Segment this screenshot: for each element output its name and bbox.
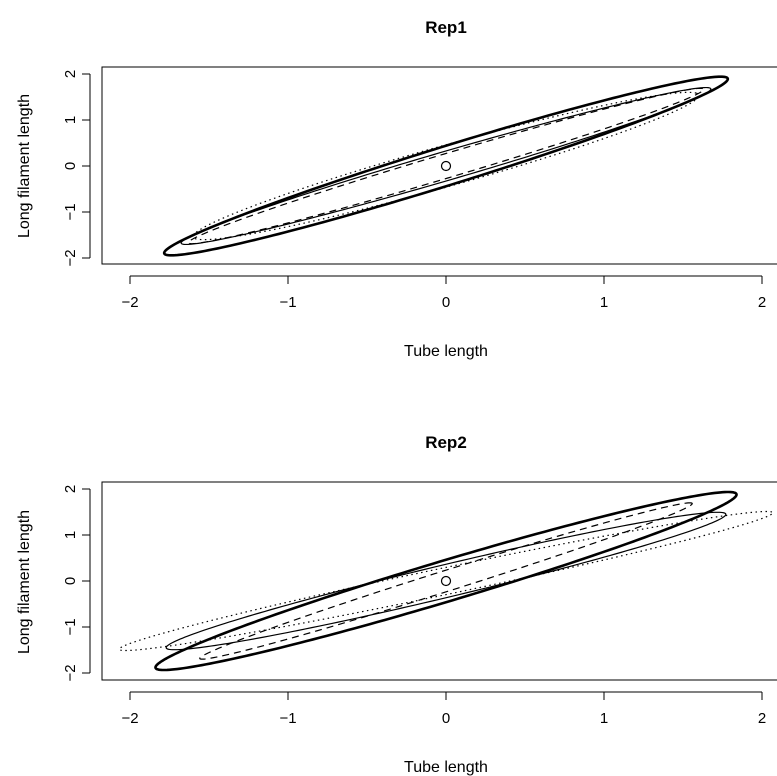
y-tick-label: 2 bbox=[62, 485, 79, 493]
y-tick-label: −2 bbox=[62, 249, 79, 266]
ellipse-thin-solid bbox=[180, 86, 712, 246]
ellipse-dotted bbox=[192, 91, 700, 241]
panel-1-x-axis-label: Tube length bbox=[404, 343, 488, 360]
panel-2-ellipses bbox=[118, 490, 774, 672]
y-tick-label: −2 bbox=[62, 664, 79, 681]
y-tick-label: −1 bbox=[62, 203, 79, 220]
x-tick-label: 1 bbox=[600, 710, 608, 727]
x-tick-label: 1 bbox=[600, 294, 608, 311]
x-tick-label: −1 bbox=[279, 294, 296, 311]
panel-2-y-axis: −2 −1 0 1 2 bbox=[62, 485, 91, 682]
panel-2-x-axis-label: Tube length bbox=[404, 759, 488, 776]
panel-1-x-axis: −2 −1 0 1 2 bbox=[121, 275, 766, 311]
y-tick-label: 2 bbox=[62, 70, 79, 78]
y-tick-label: −1 bbox=[62, 618, 79, 635]
panel-1-plot-frame bbox=[101, 66, 777, 265]
x-tick-label: 2 bbox=[758, 710, 766, 727]
panel-2-plot-frame bbox=[101, 481, 777, 681]
y-tick-label: 1 bbox=[62, 531, 79, 539]
panel-2-y-axis-label: Long filament length bbox=[16, 510, 33, 654]
x-tick-label: −2 bbox=[121, 294, 138, 311]
panel-1-y-axis-label: Long filament length bbox=[16, 94, 33, 238]
panel-1-points bbox=[440, 160, 452, 172]
x-tick-label: 0 bbox=[442, 294, 450, 311]
y-tick-label: 0 bbox=[62, 162, 79, 170]
panel-rep1: Rep1 −2 −1 0 1 2 −2 −1 0 1 2 Tube length Long fi… bbox=[16, 18, 777, 360]
center-point bbox=[440, 160, 452, 172]
panel-1-y-axis: −2 −1 0 1 2 bbox=[62, 70, 91, 267]
panel-1-title: Rep1 bbox=[425, 18, 467, 37]
x-tick-label: −1 bbox=[279, 710, 296, 727]
x-tick-label: 2 bbox=[758, 294, 766, 311]
y-tick-label: 0 bbox=[62, 577, 79, 585]
panel-rep2: Rep2 −2 −1 0 1 2 −2 −1 0 1 2 Tube length Long fi… bbox=[16, 433, 777, 776]
panel-2-points bbox=[440, 575, 452, 587]
x-tick-label: 0 bbox=[442, 710, 450, 727]
ellipse-dashed bbox=[199, 502, 693, 660]
ellipse-thick-solid bbox=[154, 490, 738, 672]
x-tick-label: −2 bbox=[121, 710, 138, 727]
y-tick-label: 1 bbox=[62, 116, 79, 124]
ellipse-thin-solid bbox=[165, 511, 727, 651]
panel-1-ellipses bbox=[162, 75, 730, 257]
panel-2-title: Rep2 bbox=[425, 433, 467, 452]
center-point bbox=[440, 575, 452, 587]
ellipse-thick-solid bbox=[162, 75, 730, 257]
panel-2-x-axis: −2 −1 0 1 2 bbox=[121, 691, 766, 727]
